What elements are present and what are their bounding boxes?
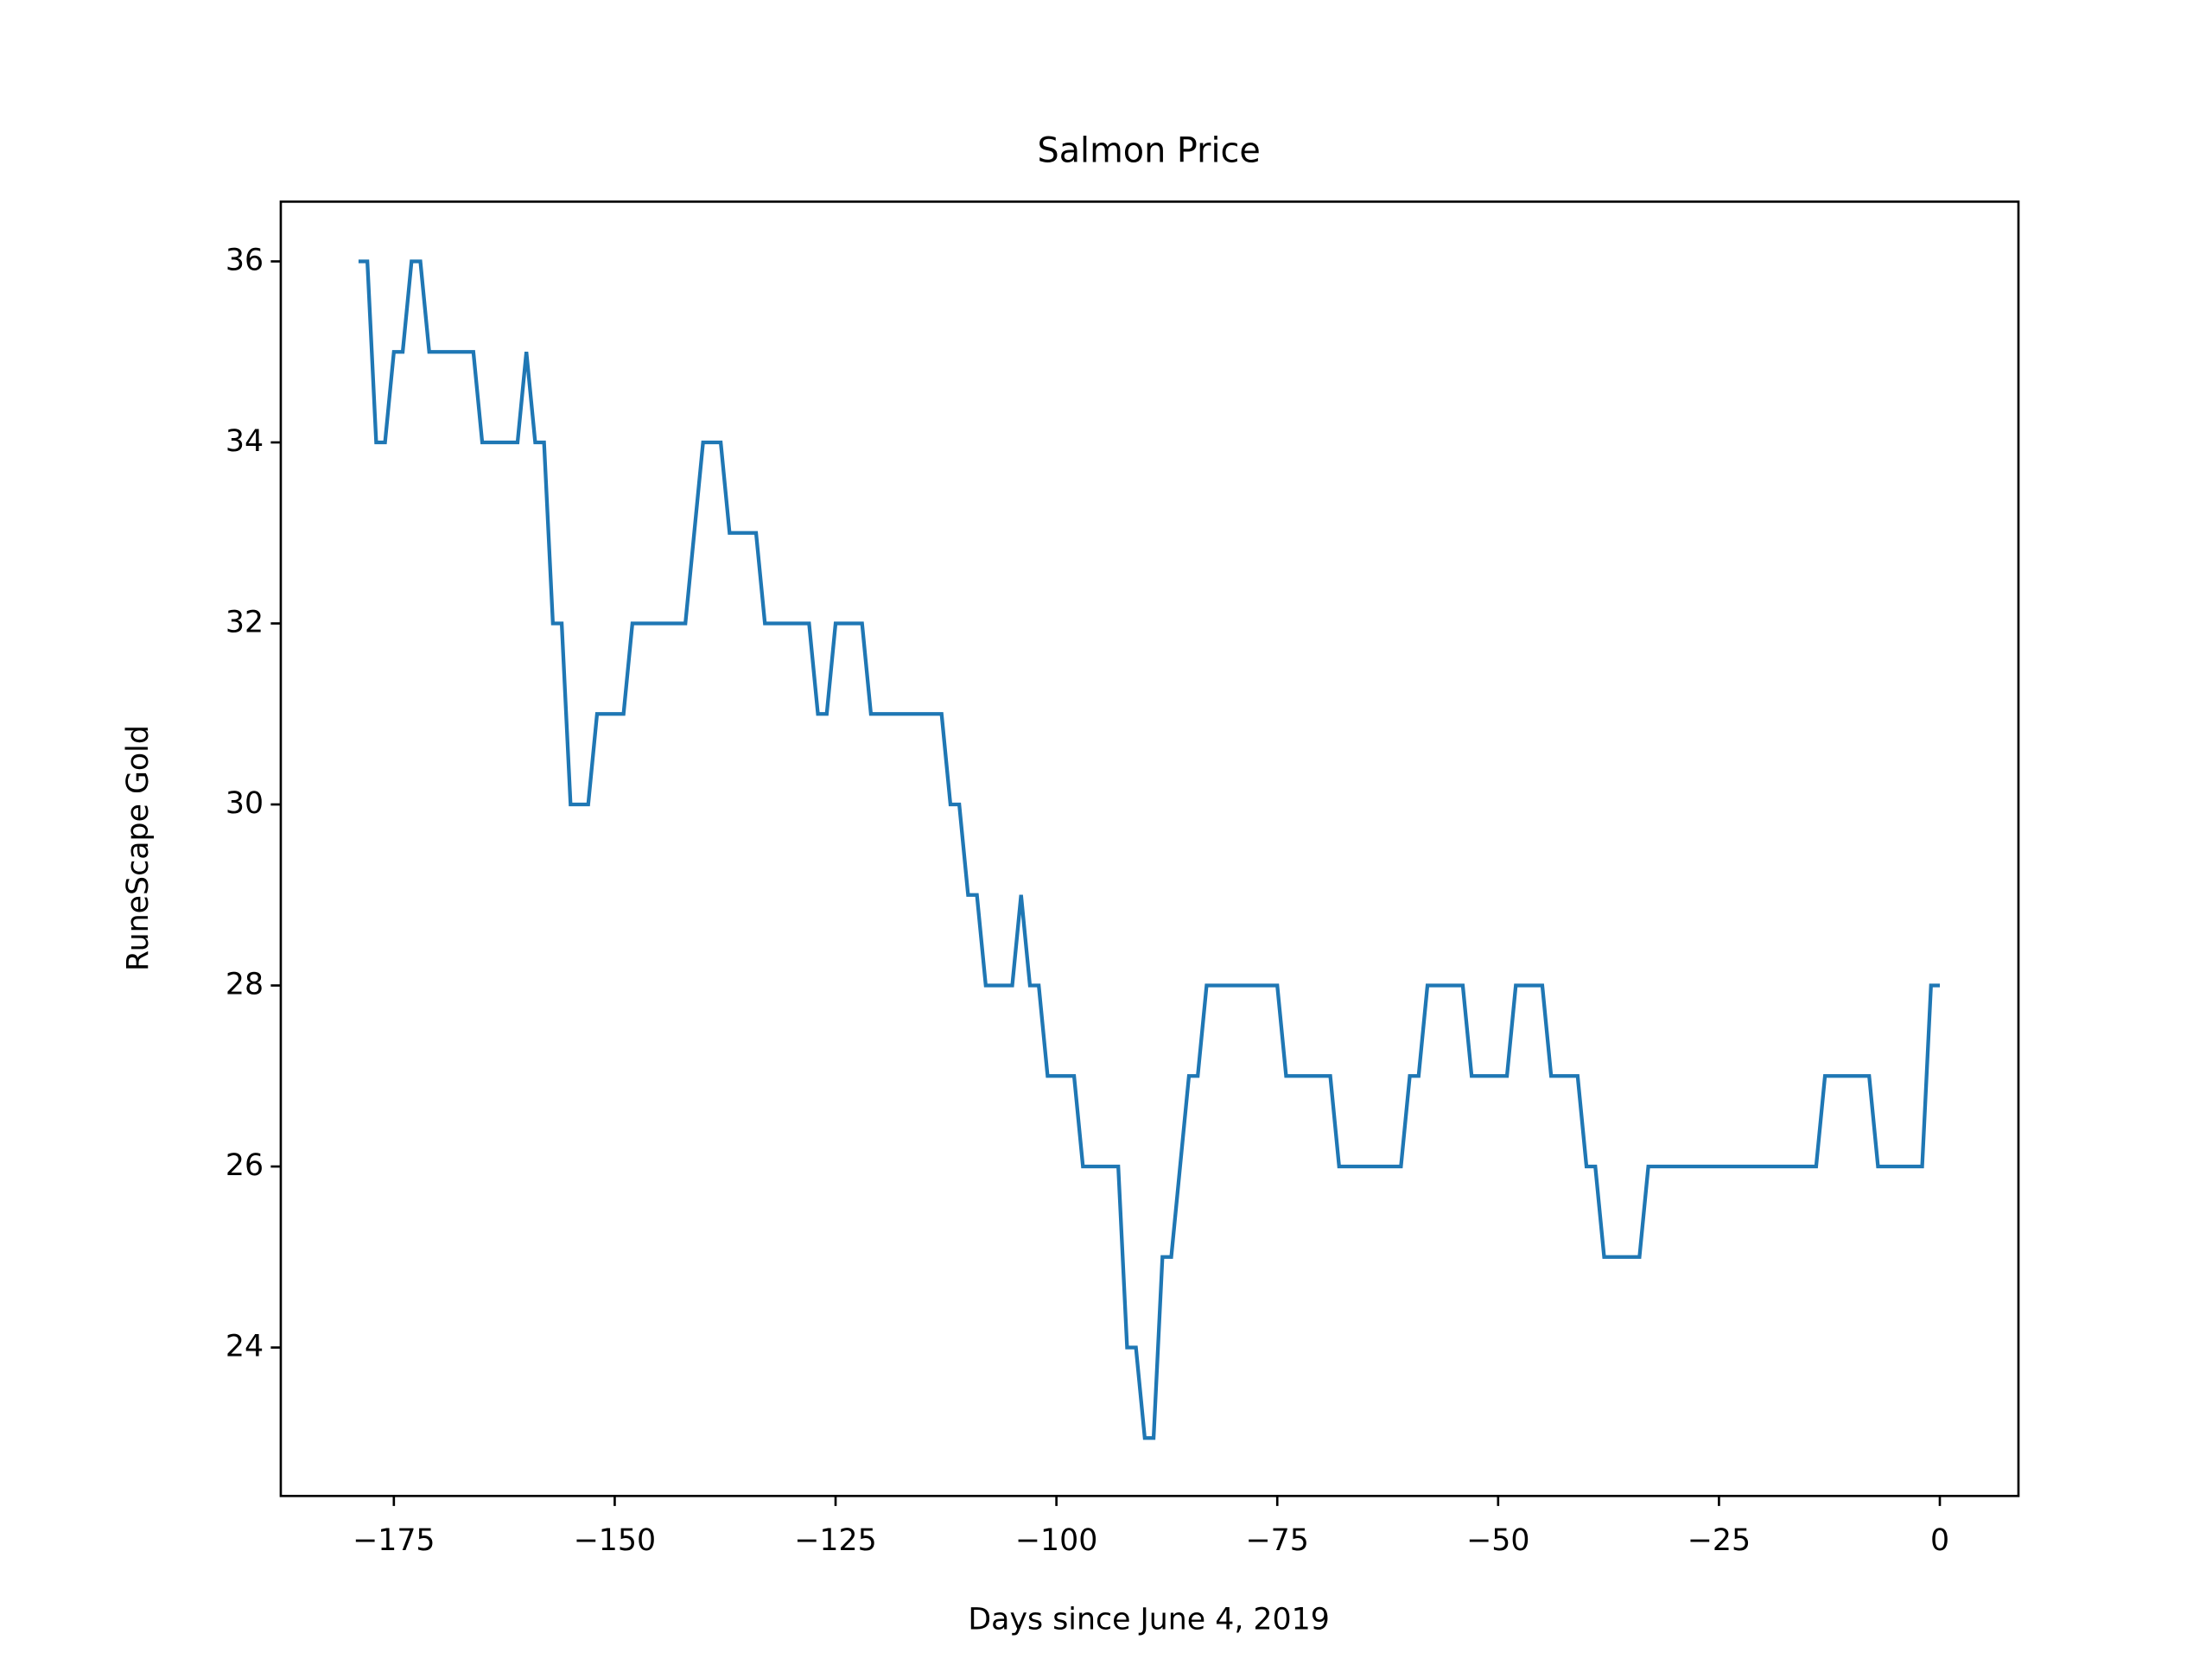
x-tick-label: −50: [1466, 1523, 1529, 1558]
x-tick-label: −125: [794, 1523, 876, 1558]
y-tick-label: 34: [226, 424, 264, 459]
chart-title: Salmon Price: [1038, 131, 1261, 171]
x-tick-label: −100: [1015, 1523, 1097, 1558]
y-tick-label: 26: [226, 1148, 264, 1183]
y-tick-label: 36: [226, 244, 264, 278]
plot-frame: [279, 200, 2020, 1497]
x-tick-label: −175: [353, 1523, 435, 1558]
line: [358, 259, 1941, 1440]
y-tick-label: 28: [226, 968, 264, 1002]
y-tick-label: 32: [226, 606, 264, 640]
x-tick-label: −150: [574, 1523, 656, 1558]
x-axis-label: Days since June 4, 2019: [968, 1602, 1329, 1637]
y-tick-label: 30: [226, 786, 264, 821]
y-axis-label: RuneScape Gold: [121, 725, 156, 971]
x-tick-label: −75: [1246, 1523, 1309, 1558]
x-tick-label: 0: [1930, 1523, 1949, 1558]
y-tick-label: 24: [226, 1330, 264, 1364]
x-tick-label: −25: [1688, 1523, 1751, 1558]
